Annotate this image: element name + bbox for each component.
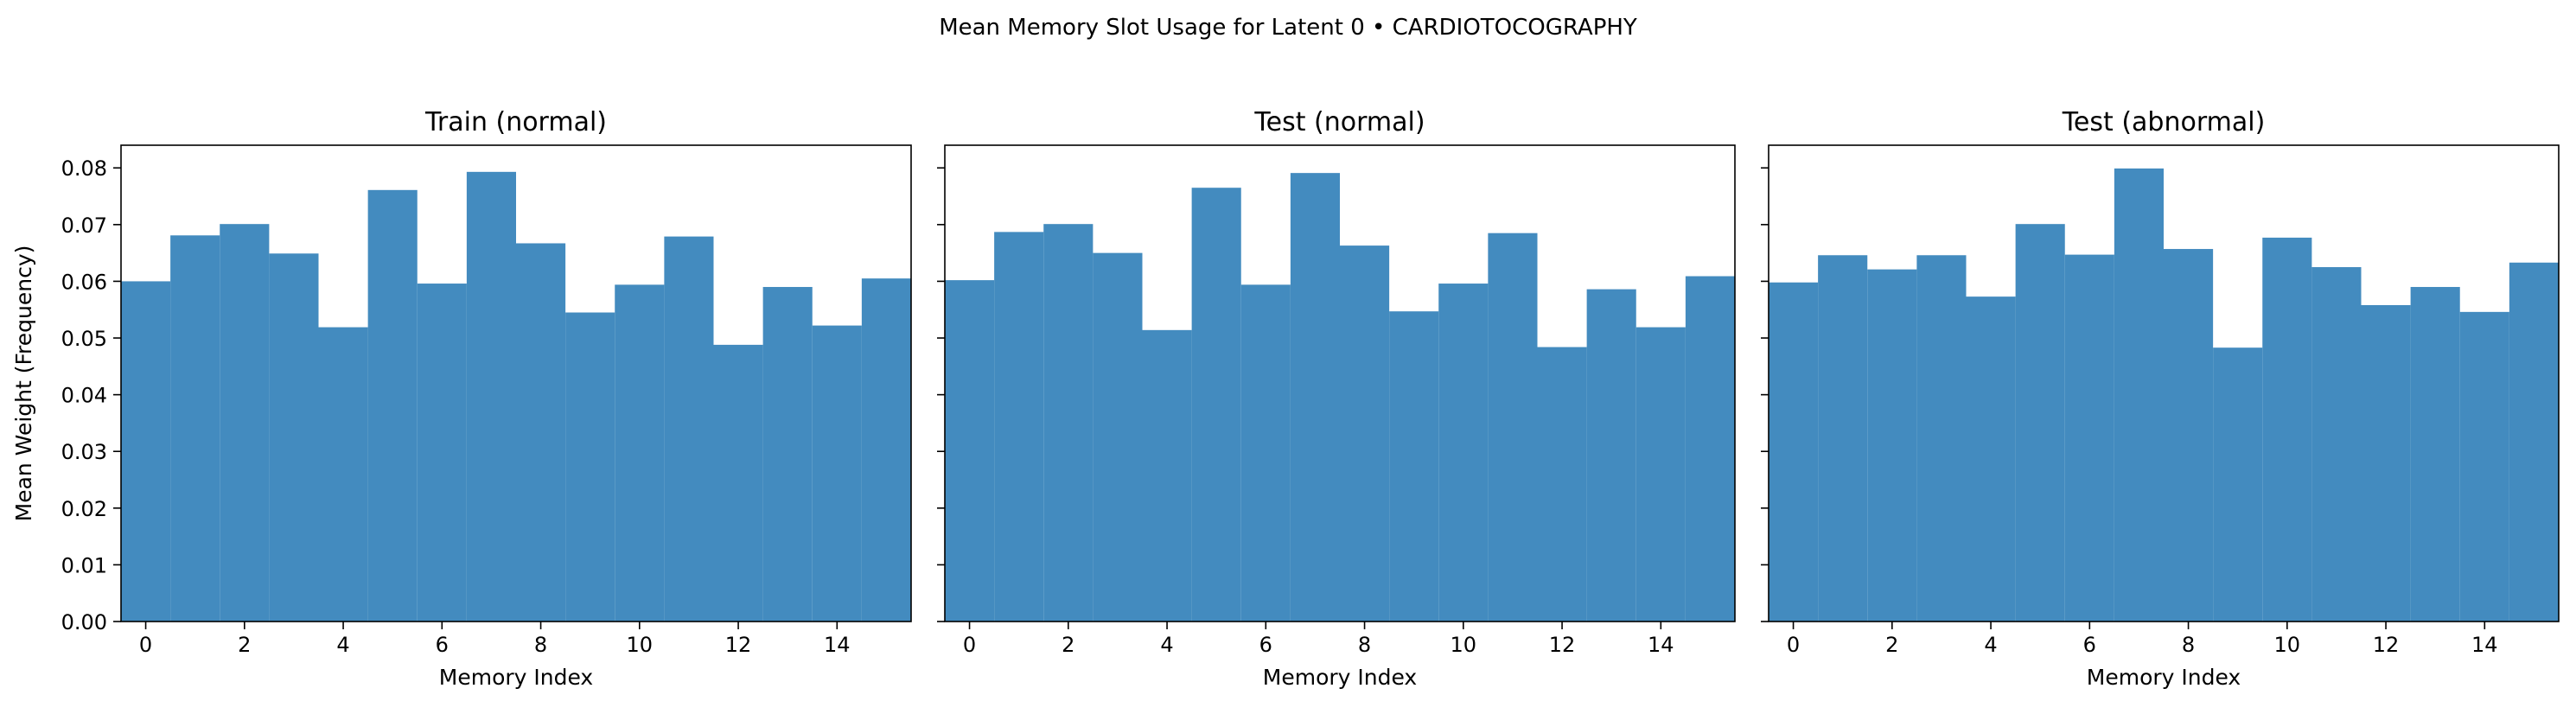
- x-tick-label: 14: [2471, 633, 2498, 657]
- bar: [2459, 311, 2509, 622]
- x-tick-label: 2: [238, 633, 251, 657]
- bar: [565, 312, 615, 622]
- bar: [1488, 233, 1538, 622]
- bar: [2114, 168, 2164, 622]
- x-tick-label: 4: [1984, 633, 1997, 657]
- panel-title: Test (abnormal): [2062, 107, 2266, 137]
- axes-frame: [944, 144, 1736, 622]
- bar: [2064, 254, 2114, 622]
- x-tick-label: 0: [139, 633, 152, 657]
- bar: [945, 280, 995, 622]
- panel-title: Train (normal): [424, 107, 607, 137]
- panel-1: Train (normal) 0 2 4 6 8 10 12 14 Memory Index 0.0…: [11, 107, 912, 690]
- bar: [713, 344, 763, 622]
- x-tick-label: 6: [2083, 633, 2096, 657]
- bar: [367, 189, 418, 622]
- y-tick-label: 0.05: [61, 327, 107, 351]
- bar: [2410, 286, 2460, 622]
- bar: [1769, 282, 1819, 622]
- x-axis-label: Memory Index: [2087, 665, 2241, 690]
- bar: [1340, 245, 1390, 622]
- bar: [2213, 347, 2263, 622]
- bar: [466, 171, 516, 622]
- bar: [1916, 255, 1967, 622]
- bar: [1093, 252, 1143, 622]
- x-tick-label: 6: [436, 633, 449, 657]
- x-tick-label: 4: [1160, 633, 1173, 657]
- bar: [318, 327, 368, 622]
- y-tick-label: 0.00: [61, 610, 107, 634]
- x-tick-label: 12: [2373, 633, 2400, 657]
- bar: [994, 232, 1044, 622]
- bar: [615, 284, 665, 622]
- y-tick-label: 0.08: [61, 156, 107, 181]
- bar: [170, 235, 220, 622]
- figure-suptitle: Mean Memory Slot Usage for Latent 0 • CA…: [939, 15, 1637, 41]
- y-tick-label: 0.07: [61, 214, 107, 238]
- y-tick-label: 0.06: [61, 270, 107, 294]
- bar: [1438, 284, 1489, 622]
- bar: [2361, 304, 2411, 622]
- bar: [1142, 329, 1192, 622]
- x-tick-label: 10: [1451, 633, 1477, 657]
- x-tick-label: 8: [1358, 633, 1371, 657]
- y-tick-label: 0.02: [61, 497, 107, 521]
- x-tick-label: 12: [725, 633, 752, 657]
- x-axis-label: Memory Index: [1263, 665, 1417, 690]
- bar: [1290, 173, 1340, 622]
- y-tick-label: 0.03: [61, 440, 107, 464]
- x-axis-label: Memory Index: [439, 665, 593, 690]
- bar: [1043, 224, 1094, 622]
- x-tick-label: 14: [824, 633, 851, 657]
- x-tick-label: 8: [534, 633, 547, 657]
- x-tick-label: 2: [1062, 633, 1074, 657]
- bar: [1191, 188, 1241, 622]
- bar: [2164, 249, 2214, 622]
- bar: [269, 253, 319, 622]
- x-tick-label: 8: [2182, 633, 2195, 657]
- bar: [1389, 311, 1439, 622]
- x-tick-label: 14: [1648, 633, 1674, 657]
- bar: [762, 286, 813, 622]
- bar: [1537, 347, 1587, 622]
- y-tick-label: 0.01: [61, 553, 107, 577]
- bar: [1636, 327, 1686, 622]
- bar: [1586, 289, 1636, 622]
- panels: Train (normal) 0 2 4 6 8 10 12 14 Memory Index 0.0…: [11, 107, 2560, 690]
- bar: [121, 281, 171, 622]
- bar: [2015, 224, 2065, 622]
- bar: [2262, 237, 2312, 622]
- axes-frame: [1768, 144, 2560, 622]
- bar: [861, 278, 911, 622]
- x-tick-label: 12: [1549, 633, 1576, 657]
- bar: [417, 284, 467, 622]
- bar: [1685, 276, 1735, 622]
- bar: [1867, 269, 1917, 622]
- axes-frame: [120, 144, 912, 622]
- bar: [1240, 284, 1291, 622]
- panel-3: Test (abnormal) 0 2 4 6 8 10 12 14 Memory Index: [1761, 107, 2560, 690]
- bar: [812, 325, 862, 622]
- x-tick-label: 2: [1885, 633, 1898, 657]
- bar: [1818, 255, 1868, 622]
- panel-title: Test (normal): [1253, 107, 1425, 137]
- bar: [664, 236, 714, 622]
- x-tick-label: 10: [627, 633, 654, 657]
- x-tick-label: 0: [1787, 633, 1800, 657]
- x-tick-label: 6: [1259, 633, 1272, 657]
- x-tick-label: 0: [963, 633, 976, 657]
- bar: [1966, 296, 2016, 622]
- panel-2: Test (normal) 0 2 4 6 8 10 12 14 Memory Index: [937, 107, 1736, 690]
- y-tick-label: 0.04: [61, 384, 107, 408]
- bar: [2509, 262, 2559, 622]
- y-axis-label: Mean Weight (Frequency): [11, 245, 36, 522]
- bar: [220, 224, 270, 622]
- x-tick-label: 4: [336, 633, 349, 657]
- bar: [2311, 267, 2362, 622]
- x-tick-label: 10: [2274, 633, 2301, 657]
- bar: [516, 243, 566, 622]
